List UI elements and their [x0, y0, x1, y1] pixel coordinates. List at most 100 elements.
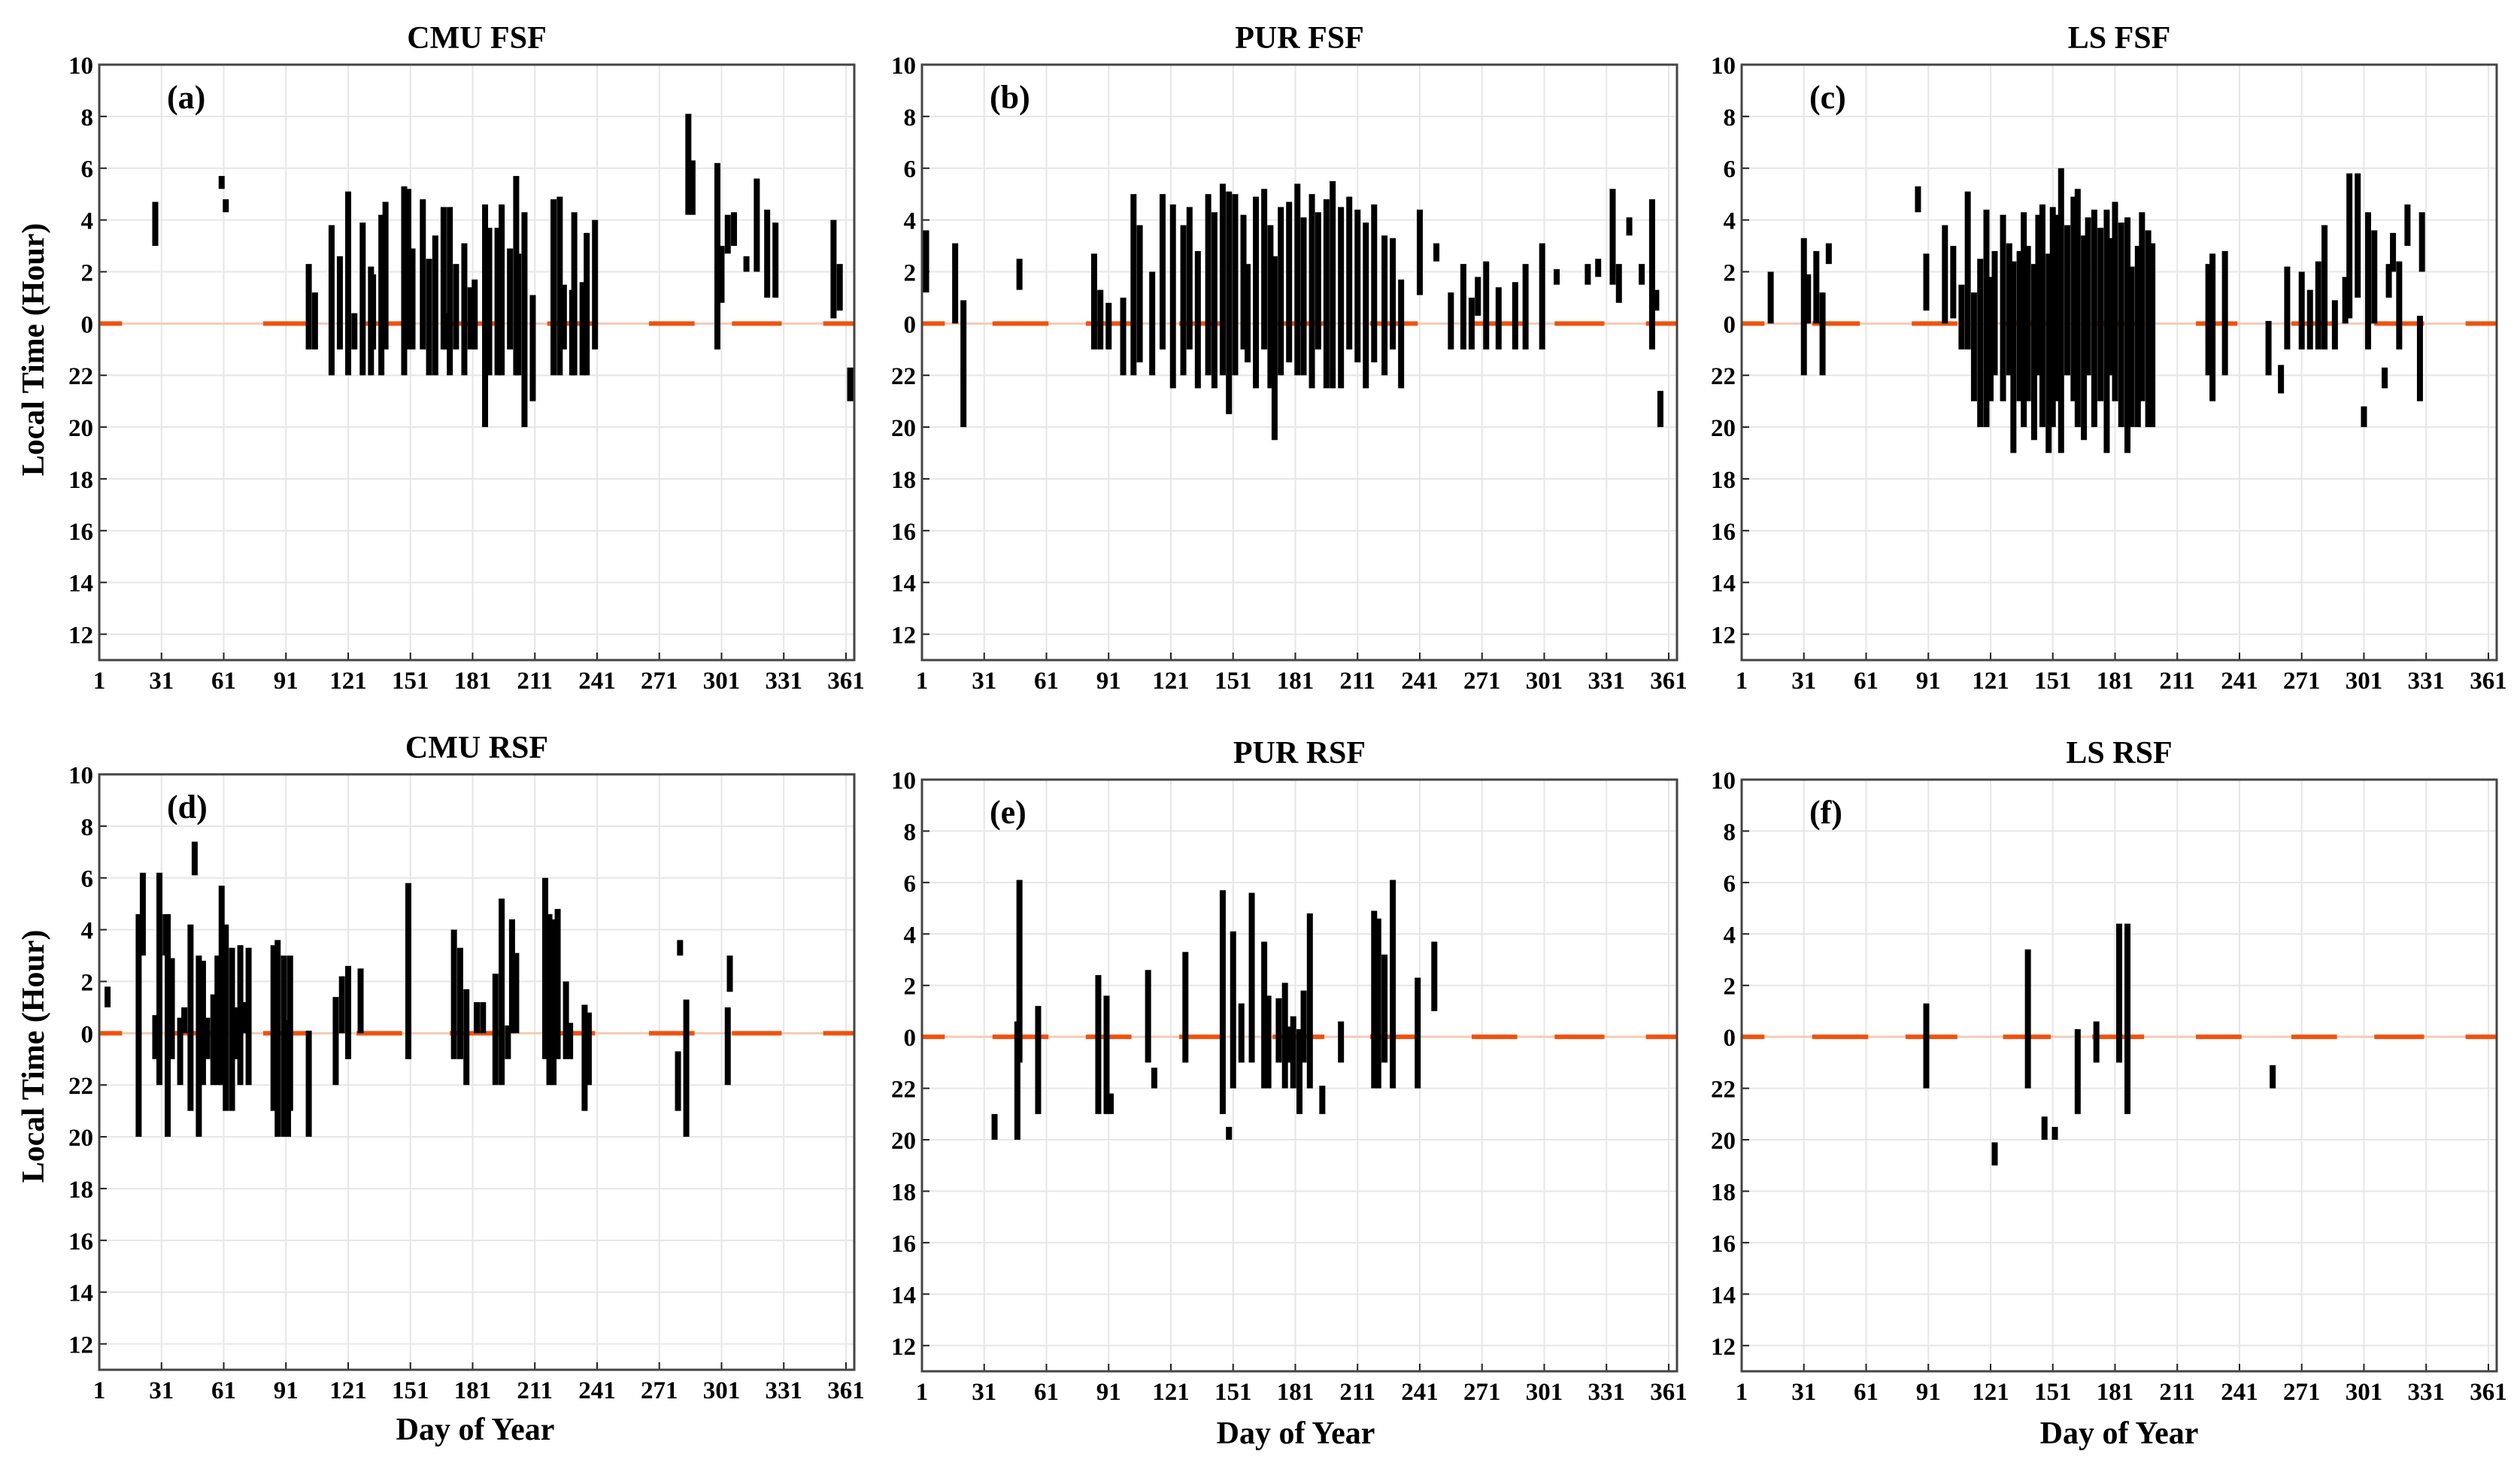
panel-c: 1 31 61 91 121 151 181 211 241 271 301 331 361 12 14 16… — [1711, 21, 2507, 695]
fsf-occurrence-bar — [187, 924, 194, 1111]
fsf-occurrence-bar — [1097, 289, 1104, 350]
fsf-occurrence-bar — [401, 186, 408, 376]
shared-ylabel-bottom: Local Time (Hour) — [17, 930, 51, 1183]
y-tick-label: 6 — [904, 156, 917, 183]
fsf-occurrence-bar — [1016, 880, 1023, 1063]
fsf-occurrence-bar — [311, 292, 318, 350]
fsf-occurrence-bar — [2284, 266, 2291, 350]
fsf-occurrence-bar — [440, 207, 447, 350]
fsf-occurrence-bar — [1595, 259, 1602, 277]
fsf-occurrence-bar — [245, 947, 252, 1086]
panel-title: CMU RSF — [405, 731, 548, 765]
fsf-occurrence-bar — [2139, 212, 2145, 401]
fsf-occurrence-bar — [1970, 292, 1977, 401]
fsf-occurrence-bar — [1149, 271, 1156, 376]
x-tick-label: 151 — [392, 668, 429, 695]
fsf-occurrence-bar — [991, 1113, 998, 1140]
panel-d: 1 31 61 91 121 151 181 211 241 271 301 331 361 12 14 16… — [68, 731, 865, 1404]
fsf-occurrence-bar — [336, 256, 343, 350]
fsf-occurrence-bar — [461, 243, 468, 376]
fsf-occurrence-bar — [1180, 225, 1187, 376]
y-tick-label: 0 — [904, 311, 917, 338]
x-tick-label: 241 — [2221, 1379, 2258, 1406]
fsf-occurrence-bar — [287, 956, 293, 1111]
fsf-occurrence-bar — [1431, 941, 1438, 1011]
fsf-occurrence-bar — [952, 243, 959, 324]
fsf-occurrence-bar — [1271, 256, 1278, 441]
x-tick-label: 241 — [578, 668, 616, 695]
y-tick-label: 0 — [1724, 311, 1736, 338]
fsf-occurrence-bar — [2278, 365, 2285, 394]
fsf-occurrence-bar — [563, 981, 569, 1059]
fsf-occurrence-bar — [2035, 214, 2042, 376]
y-tick-label: 6 — [1724, 871, 1736, 898]
fsf-occurrence-bar — [2382, 367, 2388, 389]
fsf-occurrence-bar — [1964, 191, 1971, 350]
y-tick-label: 0 — [81, 1021, 94, 1048]
y-tick-label: 12 — [891, 622, 916, 650]
fsf-occurrence-bar — [2205, 264, 2212, 376]
fsf-occurrence-bar — [1398, 279, 1405, 389]
fsf-occurrence-bar — [1294, 183, 1301, 376]
y-tick-label: 16 — [1711, 519, 1736, 546]
x-tick-label: 331 — [765, 1377, 802, 1404]
fsf-occurrence-bar — [585, 1012, 592, 1086]
fsf-occurrence-bar — [480, 1002, 487, 1034]
plot-frame — [98, 773, 856, 1371]
x-tick-label: 91 — [1096, 1379, 1121, 1406]
fsf-occurrence-bar — [2355, 173, 2361, 298]
plot-frame — [1740, 778, 2498, 1373]
fsf-occurrence-bar — [199, 960, 206, 1086]
fsf-occurrence-bar — [1609, 189, 1616, 285]
x-tick-label: 151 — [2034, 668, 2072, 695]
panel-title: PUR FSF — [1235, 21, 1364, 56]
y-tick-label: 12 — [1711, 622, 1736, 650]
x-tick-label: 181 — [1277, 1379, 1315, 1406]
fsf-occurrence-bar — [453, 264, 459, 350]
fsf-occurrence-bar — [233, 1007, 240, 1059]
y-tick-label: 8 — [1724, 104, 1736, 132]
fsf-occurrence-bar — [328, 225, 335, 376]
fsf-occurrence-bar — [1468, 297, 1475, 350]
fsf-occurrence-bar — [1120, 297, 1127, 376]
x-tick-label: 271 — [2283, 668, 2321, 695]
x-tick-label: 121 — [329, 668, 367, 695]
fsf-occurrence-bar — [1475, 277, 1481, 317]
xlabel-middle: Day of Year — [1217, 1416, 1375, 1451]
plot-area — [99, 65, 854, 660]
fsf-occurrence-bar — [2006, 243, 2012, 376]
x-tick-label: 121 — [1972, 1379, 2009, 1406]
panel-e: 1 31 61 91 121 151 181 211 241 271 301 331 361 12 14 16… — [891, 736, 1688, 1406]
fsf-occurrence-bar — [2306, 289, 2313, 350]
x-tick-label: 91 — [274, 1377, 299, 1404]
fsf-occurrence-bar — [743, 256, 750, 272]
y-tick-label: 14 — [891, 571, 916, 598]
panel-title: PUR RSF — [1233, 736, 1366, 771]
fsf-occurrence-bar — [1639, 264, 1645, 285]
x-tick-label: 211 — [2159, 1379, 2195, 1406]
fsf-occurrence-bar — [223, 924, 229, 1111]
fsf-occurrence-bar — [1315, 212, 1321, 350]
y-tick-label: 0 — [81, 311, 94, 338]
fsf-occurrence-bar — [2364, 212, 2371, 350]
fsf-occurrence-bar — [1323, 199, 1330, 389]
x-tick-label: 241 — [2221, 668, 2258, 695]
fsf-occurrence-bar — [1267, 225, 1274, 389]
x-tick-label: 1 — [1736, 668, 1748, 695]
y-tick-label: 10 — [891, 53, 916, 80]
x-tick-label: 91 — [1916, 668, 1941, 695]
x-tick-label: 361 — [827, 668, 865, 695]
fsf-occurrence-bar — [1211, 212, 1218, 389]
x-tick-label: 151 — [392, 1377, 429, 1404]
fsf-occurrence-bar — [426, 259, 432, 376]
fsf-occurrence-bar — [105, 986, 111, 1007]
fsf-occurrence-bar — [2045, 253, 2052, 453]
x-tick-label: 61 — [211, 668, 236, 695]
y-tick-label: 14 — [68, 1280, 93, 1307]
fsf-occurrence-bar — [1253, 196, 1260, 389]
fsf-occurrence-bar — [2265, 320, 2272, 376]
fsf-occurrence-bar — [567, 1022, 574, 1059]
fsf-occurrence-bar — [724, 1007, 731, 1086]
y-tick-label: 12 — [68, 622, 93, 650]
x-tick-label: 301 — [703, 668, 741, 695]
